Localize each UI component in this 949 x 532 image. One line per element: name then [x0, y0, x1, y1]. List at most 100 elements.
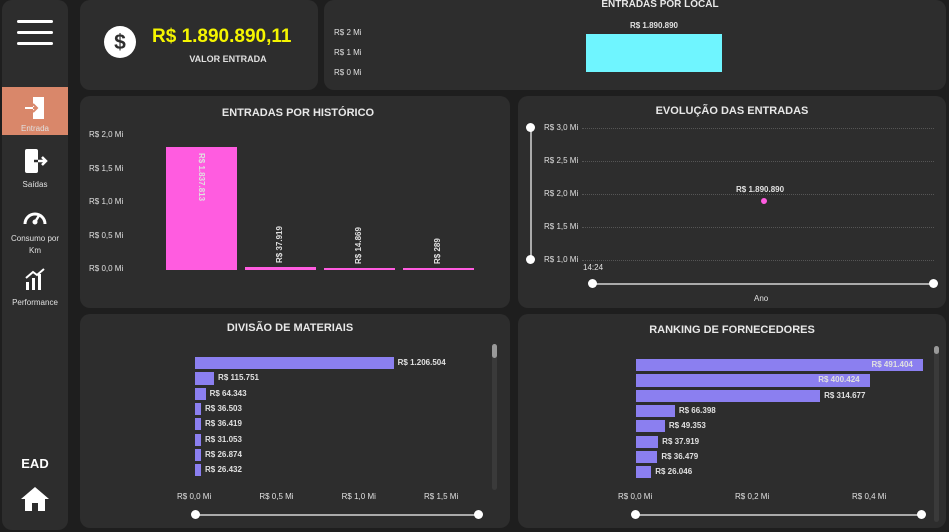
historico-bar-label: R$ 37.919	[275, 226, 284, 264]
y-tick-label: R$ 1 Mi	[334, 48, 362, 57]
y-tick-label: R$ 1,5 Mi	[89, 163, 124, 173]
materiais-bar[interactable]	[195, 464, 201, 477]
y-tick-label: R$ 0,0 Mi	[89, 264, 124, 273]
historico-bar[interactable]	[324, 268, 395, 270]
sidebar-item-label: Saídas	[22, 180, 48, 189]
materiais-bar[interactable]	[195, 418, 201, 431]
materiais-bar-label: R$ 1.206.504	[397, 358, 446, 367]
sidebar-item-performance[interactable]: Performance	[2, 268, 68, 312]
fornecedores-slider-right-handle[interactable]	[917, 510, 926, 519]
fornecedores-bar[interactable]	[636, 359, 924, 372]
home-icon[interactable]	[20, 486, 50, 512]
materiais-bar[interactable]	[195, 372, 215, 385]
performance-chart-icon	[25, 268, 45, 290]
fornecedores-bar[interactable]	[636, 389, 821, 402]
kpi-card: $ R$ 1.890.890,11 VALOR ENTRADA	[80, 0, 318, 90]
fornecedores-bar[interactable]	[636, 435, 659, 448]
fornecedores-bar-label: R$ 66.398	[678, 405, 716, 415]
y-tick-label: R$ 2,5 Mi	[544, 156, 579, 165]
historico-bar[interactable]	[245, 267, 316, 270]
evolucao-point[interactable]	[761, 198, 767, 205]
scrollbar[interactable]	[934, 346, 939, 522]
sidebar-item-entrada[interactable]: Entrada	[2, 87, 68, 135]
exit-icon	[25, 149, 48, 173]
evolucao-panel: EVOLUÇÃO DAS ENTRADAS R$ 3,0 Mi R$ 2,5 Mi…	[518, 96, 946, 308]
y-slider-top-handle[interactable]	[526, 123, 535, 132]
fornecedores-slider-left-handle[interactable]	[631, 510, 640, 519]
x-tick-label: R$ 0,4 Mi	[852, 492, 887, 501]
y-tick-label: R$ 2 Mi	[334, 28, 362, 37]
fornecedores-bar-label: R$ 26.046	[655, 467, 693, 477]
fornecedores-bar-label: R$ 400.424	[818, 375, 860, 385]
sidebar-item-label: Entrada	[20, 124, 50, 133]
materiais-bar[interactable]	[195, 448, 201, 462]
fornecedores-bar[interactable]	[636, 420, 665, 433]
scrollbar[interactable]	[492, 344, 497, 490]
historico-bar-label: R$ 1.837.813	[197, 152, 206, 201]
historico-title: ENTRADAS POR HISTÓRICO	[221, 107, 375, 119]
x-range-slider[interactable]	[592, 283, 934, 285]
fornecedores-bar[interactable]	[636, 404, 675, 418]
y-tick-label: R$ 1,5 Mi	[544, 222, 579, 231]
materiais-panel: DIVISÃO DE MATERIAIS R$ 1.206.504 R$ 115.…	[80, 314, 510, 528]
fornecedores-bar-label: R$ 491.404	[871, 360, 913, 369]
y-tick-label: R$ 2,0 Mi	[544, 189, 579, 198]
historico-bar[interactable]	[166, 146, 237, 270]
fornecedores-bar[interactable]	[636, 374, 871, 387]
x-tick-label: R$ 0,0 Mi	[618, 492, 653, 501]
evolucao-point-label: R$ 1.890.890	[736, 185, 785, 195]
x-tick-label: R$ 1,5 Mi	[424, 492, 459, 501]
materiais-slider-right-handle[interactable]	[474, 510, 483, 519]
x-slider-left-handle[interactable]	[588, 279, 597, 288]
entradas-local-bar[interactable]	[586, 34, 722, 72]
fornecedores-bar[interactable]	[636, 450, 658, 464]
y-slider-bottom-handle[interactable]	[526, 255, 535, 264]
gridline	[582, 161, 934, 162]
gridline	[582, 194, 934, 195]
gridline	[582, 260, 934, 261]
fornecedores-panel: RANKING DE FORNECEDORES R$ 491.404 R$ 400…	[518, 314, 946, 528]
materiais-title: DIVISÃO DE MATERIAIS	[226, 322, 354, 334]
fornecedores-bar-label: R$ 49.353	[668, 421, 706, 431]
entrance-icon	[25, 97, 44, 119]
materiais-bar-label: R$ 115.751	[218, 373, 259, 383]
x-tick-label: R$ 1,0 Mi	[341, 492, 376, 501]
evolucao-title: EVOLUÇÃO DAS ENTRADAS	[655, 105, 809, 117]
historico-panel: ENTRADAS POR HISTÓRICO R$ 2,0 Mi R$ 1,5 M…	[80, 96, 510, 308]
kpi-label: VALOR ENTRADA	[189, 54, 267, 64]
y-tick-label: R$ 0,5 Mi	[89, 230, 124, 240]
y-tick-label: R$ 1,0 Mi	[89, 197, 124, 206]
kpi-value: R$ 1.890.890,11	[152, 26, 292, 47]
gridline	[582, 227, 934, 228]
materiais-bar-label: R$ 36.503	[205, 403, 242, 413]
fornecedores-bar[interactable]	[636, 466, 652, 479]
sidebar	[2, 0, 68, 530]
materiais-bar[interactable]	[195, 357, 394, 370]
materiais-bar-label: R$ 64.343	[209, 388, 247, 398]
sidebar-item-consumo[interactable]: Consumo por Km	[2, 206, 68, 262]
materiais-slider-left-handle[interactable]	[191, 510, 200, 519]
materiais-bar-label: R$ 36.419	[205, 419, 242, 429]
y-tick-label: R$ 0 Mi	[334, 68, 362, 77]
sidebar-item-saidas[interactable]: Saídas	[2, 148, 68, 196]
menu-icon[interactable]	[17, 20, 53, 46]
sidebar-item-label: Consumo por Km	[10, 234, 60, 255]
historico-bar-label: R$ 14.869	[354, 227, 363, 264]
svg-text:$: $	[114, 31, 126, 54]
materiais-bar[interactable]	[195, 402, 201, 416]
materiais-bar-label: R$ 31.053	[205, 434, 242, 444]
fornecedores-bar-label: R$ 37.919	[662, 436, 700, 446]
materiais-bar[interactable]	[195, 433, 201, 446]
scrollbar-thumb[interactable]	[492, 344, 497, 358]
x-slider-right-handle[interactable]	[929, 279, 938, 288]
fornecedores-range-slider[interactable]	[636, 514, 922, 516]
scrollbar-thumb[interactable]	[934, 346, 939, 354]
materiais-bar[interactable]	[195, 387, 206, 400]
x-tick-label: R$ 0,2 Mi	[735, 492, 770, 501]
historico-bar[interactable]	[403, 268, 474, 270]
materiais-range-slider[interactable]	[196, 514, 480, 516]
x-tick: 14:24	[583, 263, 604, 272]
y-range-slider[interactable]	[530, 128, 532, 260]
gridline	[582, 128, 934, 129]
sidebar-item-label: Performance	[12, 298, 58, 307]
